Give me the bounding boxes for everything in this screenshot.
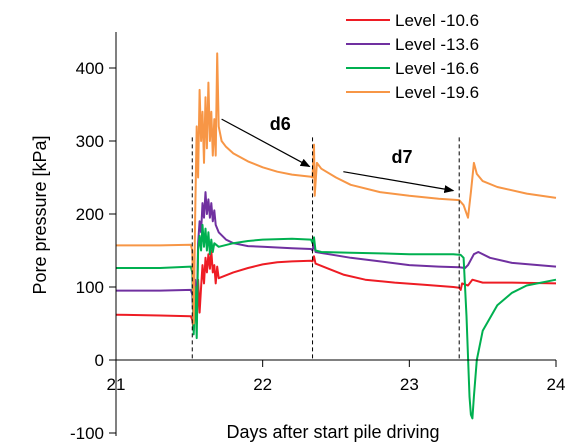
y-tick-label-3: 200 xyxy=(76,205,104,224)
y-tick-label-2: 100 xyxy=(76,278,104,297)
series-line-0 xyxy=(115,249,557,332)
plot-area xyxy=(115,52,557,420)
x-tick-label-1: 22 xyxy=(253,375,272,394)
x-tick-label-2: 23 xyxy=(400,375,419,394)
x-tick-label-0: 21 xyxy=(107,375,126,394)
x-axis-title: Days after start pile driving xyxy=(226,422,439,442)
y-tick-label-4: 300 xyxy=(76,132,104,151)
legend-label-2: Level -16.6 xyxy=(395,59,479,78)
legend-label-3: Level -19.6 xyxy=(395,83,479,102)
legend-label-0: Level -10.6 xyxy=(395,11,479,30)
axes: -100 0 100 200 300 400 21 22 23 24 xyxy=(70,32,565,443)
y-tick-label-5: 400 xyxy=(76,59,104,78)
event-lines xyxy=(191,137,460,360)
y-axis-title: Pore pressure [kPa] xyxy=(30,135,50,294)
series-line-2 xyxy=(116,223,557,420)
x-tick-label-3: 24 xyxy=(547,375,566,394)
legend-label-1: Level -13.6 xyxy=(395,35,479,54)
y-tick-label-0: -100 xyxy=(70,424,104,443)
annotations: d6 d7 xyxy=(221,114,455,194)
annotation-label-0: d6 xyxy=(270,114,291,134)
series-line-1 xyxy=(116,191,557,329)
series-line-3 xyxy=(116,52,557,325)
annotation-label-1: d7 xyxy=(391,147,412,167)
annotation-arrow-1 xyxy=(343,171,455,194)
annotation-arrow-0 xyxy=(221,118,311,168)
y-tick-label-1: 0 xyxy=(95,351,104,370)
legend: Level -10.6 Level -13.6 Level -16.6 Level -… xyxy=(346,11,479,102)
